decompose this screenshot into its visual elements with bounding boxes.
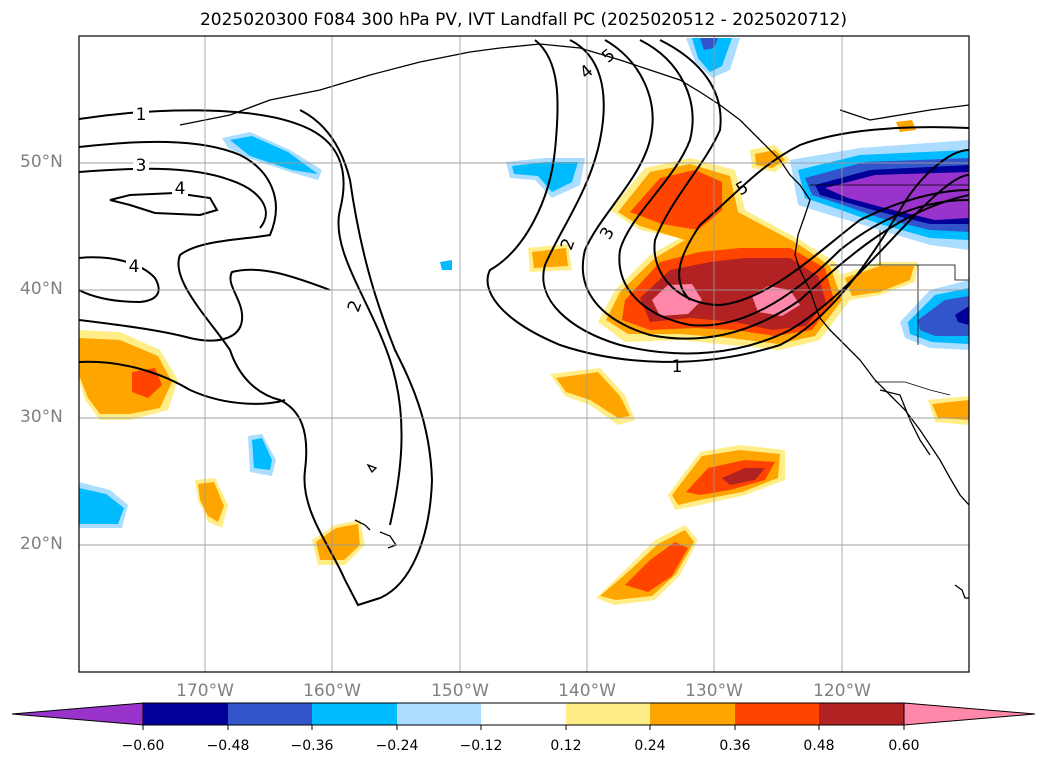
contour-label: 2	[344, 298, 366, 315]
lat-label: 50°N	[20, 152, 63, 172]
colorbar-label: 0.12	[550, 738, 582, 754]
lat-label: 30°N	[20, 407, 63, 427]
colorbar-label: 0.36	[719, 738, 751, 754]
colorbar-label: −0.48	[206, 738, 250, 754]
colorbar-label: −0.60	[121, 738, 165, 754]
lon-label: 130°W	[685, 681, 743, 701]
colorbar-label: −0.24	[375, 738, 419, 754]
map-frame	[78, 35, 970, 673]
lon-label: 120°W	[813, 681, 871, 701]
contour-label: 3	[596, 224, 619, 243]
contour-label: 1	[672, 357, 683, 377]
contour-label: 4	[129, 257, 140, 277]
pv-shading	[79, 38, 969, 605]
colorbar-label: 0.48	[803, 738, 835, 754]
coastlines	[179, 43, 969, 599]
colorbar-label: 0.60	[888, 738, 920, 754]
contour-label: 4	[175, 179, 186, 199]
lat-label: 20°N	[20, 534, 63, 554]
contour-label: 3	[136, 156, 147, 176]
colorbar-label: −0.12	[459, 738, 503, 754]
map-title: 2025020300 F084 300 hPa PV, IVT Landfall…	[199, 10, 847, 30]
borders	[810, 184, 969, 396]
contour-label: 1	[136, 105, 147, 125]
lat-label: 40°N	[20, 279, 63, 299]
graticule	[79, 36, 969, 672]
lon-label: 140°W	[558, 681, 616, 701]
colorbar-label: 0.24	[634, 738, 666, 754]
colorbar-label: −0.36	[290, 738, 334, 754]
colorbar	[11, 702, 1036, 730]
lon-label: 170°W	[176, 681, 234, 701]
lon-label: 150°W	[431, 681, 489, 701]
lon-label: 160°W	[303, 681, 361, 701]
